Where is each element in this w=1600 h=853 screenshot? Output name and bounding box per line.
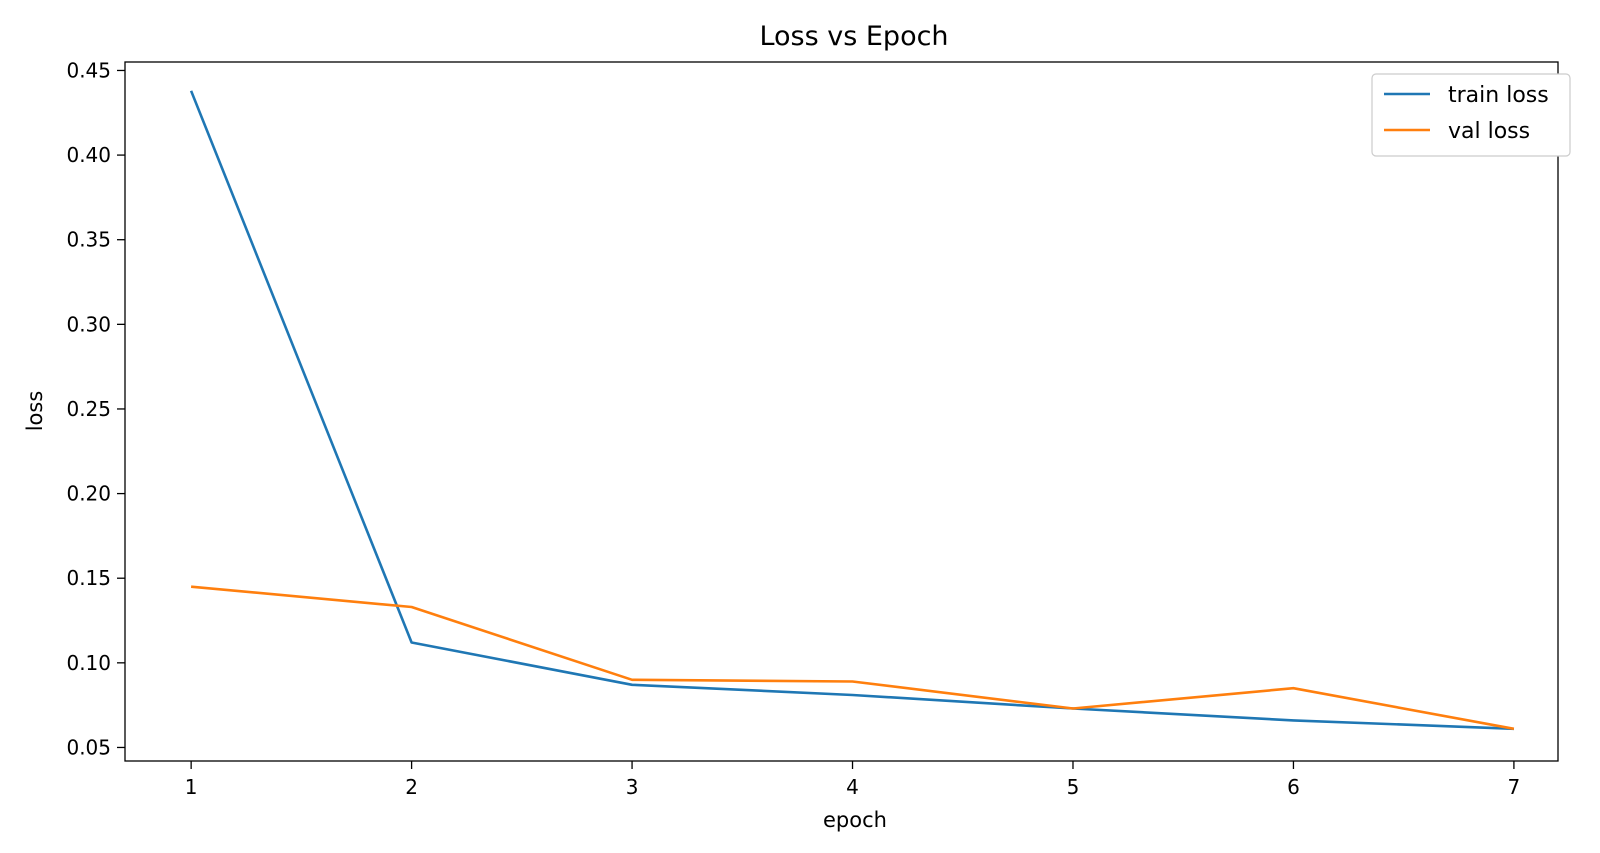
- y-axis-ticks: 0.05 0.10 0.15 0.20 0.25 0.30 0.35 0.40 0.45: [66, 58, 125, 759]
- y-tick-label: 0.35: [66, 228, 111, 252]
- x-axis-label: epoch: [823, 808, 887, 832]
- y-tick-label: 0.05: [66, 735, 111, 759]
- x-tick-label: 7: [1508, 775, 1521, 799]
- legend: train loss val loss: [1371, 73, 1571, 157]
- y-axis-label: loss: [23, 391, 47, 432]
- y-tick-label: 0.20: [66, 482, 111, 506]
- series-lines: [189, 90, 1515, 731]
- y-tick-label: 0.10: [66, 651, 111, 675]
- train-loss-line: [189, 90, 1514, 731]
- y-tick-label: 0.15: [66, 566, 111, 590]
- y-tick-label: 0.25: [66, 397, 111, 421]
- legend-items: train loss val loss: [1384, 83, 1549, 144]
- x-tick-label: 3: [626, 775, 639, 799]
- x-tick-label: 2: [405, 775, 418, 799]
- legend-label-val-loss: val loss: [1448, 119, 1530, 144]
- y-tick-label: 0.40: [66, 143, 111, 167]
- y-tick-label: 0.30: [66, 312, 111, 336]
- plot-area-frame: [124, 61, 1559, 762]
- x-tick-label: 1: [185, 775, 198, 799]
- legend-label-train-loss: train loss: [1448, 83, 1549, 108]
- val-loss-line: [190, 585, 1515, 731]
- x-tick-label: 6: [1287, 775, 1300, 799]
- y-tick-label: 0.45: [66, 58, 111, 82]
- x-tick-label: 4: [846, 775, 859, 799]
- chart-title: Loss vs Epoch: [759, 21, 948, 52]
- x-tick-label: 5: [1067, 775, 1080, 799]
- x-axis-ticks: 1 2 3 4 5 6 7: [185, 761, 1521, 799]
